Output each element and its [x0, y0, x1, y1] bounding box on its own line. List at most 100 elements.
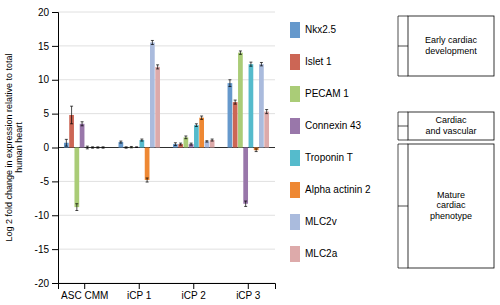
- error-bar-line: [175, 143, 176, 146]
- legend-label: Nkx2.5: [305, 24, 337, 35]
- series: [86, 62, 253, 149]
- error-bar-cap: [184, 138, 187, 139]
- error-bar-line: [157, 65, 158, 69]
- error-bar-line: [92, 147, 93, 148]
- legend-label: MLC2v: [305, 216, 337, 227]
- y-tick-label: -10: [35, 210, 50, 221]
- annotation: Early cardiacdevelopment: [398, 16, 494, 76]
- error-bar-cap: [265, 113, 268, 114]
- error-bar-cap: [228, 79, 231, 80]
- bar: [199, 118, 204, 148]
- bar: [194, 125, 199, 147]
- grid-line: [58, 249, 275, 250]
- bar: [238, 53, 243, 148]
- error-bar: [91, 147, 94, 148]
- y-axis-title-line: human heart: [14, 122, 24, 173]
- error-bar-cap: [140, 141, 143, 142]
- legend-label: Troponin T: [305, 152, 353, 163]
- annotation-text: Cardiacand vascular: [425, 115, 476, 136]
- bar: [129, 147, 134, 148]
- y-tick-mark: [52, 148, 58, 149]
- error-bar-cap: [260, 65, 263, 66]
- bar: [124, 147, 129, 148]
- y-tick-label: 10: [38, 74, 50, 85]
- error-bar-line: [256, 149, 257, 152]
- annotation-text: Maturecardiacphenotype: [430, 190, 472, 221]
- error-bar-cap: [86, 148, 89, 149]
- bracket: [398, 112, 408, 113]
- bar: [134, 147, 139, 148]
- bar: [184, 137, 189, 147]
- error-bar-line: [196, 124, 197, 127]
- error-bar: [119, 141, 122, 143]
- annotation-text-line: Early cardiac: [425, 35, 478, 45]
- error-bar-line: [136, 146, 137, 148]
- error-bar: [156, 65, 159, 69]
- error-bar: [234, 100, 237, 104]
- bracket: [398, 16, 408, 17]
- error-bar-cap: [179, 143, 182, 144]
- grid-line: [58, 181, 275, 182]
- y-tick-label: -5: [40, 176, 49, 187]
- y-axis-title-line: Log 2 fold change in expression relative…: [4, 53, 14, 241]
- error-bar: [102, 147, 105, 148]
- annotation-text-line: Mature: [437, 190, 465, 200]
- error-bar-cap: [135, 146, 138, 147]
- bar: [85, 147, 90, 148]
- error-bar-cap: [174, 142, 177, 143]
- error-bar-cap: [130, 147, 133, 148]
- x-tick-label: iCP 1: [127, 290, 152, 301]
- y-tick-label: 20: [38, 7, 50, 18]
- y-tick: -20: [35, 278, 58, 289]
- error-bar-line: [240, 51, 241, 54]
- x-tick-mark: [248, 283, 249, 289]
- bar: [243, 148, 248, 204]
- error-bar-cap: [255, 148, 258, 149]
- bracket: [398, 206, 408, 207]
- error-bar-cap: [249, 66, 252, 67]
- bar: [145, 148, 150, 181]
- error-bar-line: [66, 139, 67, 146]
- error-bar-cap: [260, 62, 263, 63]
- error-bar: [86, 146, 89, 149]
- legend-swatch: [290, 118, 300, 134]
- error-bar-cap: [146, 177, 149, 178]
- error-bar-cap: [86, 146, 89, 147]
- plot-area: [58, 40, 275, 210]
- grid-line: [58, 12, 275, 13]
- error-bar-cap: [81, 125, 84, 126]
- error-bar: [265, 110, 268, 114]
- error-bar-cap: [249, 62, 252, 63]
- legend-label: Alpha actinin 2: [305, 184, 371, 195]
- y-tick: -5: [40, 176, 58, 187]
- error-bar-line: [141, 139, 142, 141]
- error-bar-line: [212, 139, 213, 141]
- legend-label: Connexin 43: [305, 120, 362, 131]
- error-bar: [195, 124, 198, 127]
- error-bar-cap: [65, 146, 68, 147]
- x-tick-label: iCP 2: [182, 290, 207, 301]
- y-tick-label: 15: [38, 41, 50, 52]
- y-tick-mark: [52, 283, 58, 284]
- error-bar-cap: [156, 68, 159, 69]
- bar: [90, 147, 95, 148]
- bar: [233, 102, 238, 147]
- legend-label: PECAM 1: [305, 88, 349, 99]
- error-bar-cap: [205, 142, 208, 143]
- error-bar-line: [152, 40, 153, 44]
- legend-label: Islet 1: [305, 56, 332, 67]
- error-bar-line: [261, 62, 262, 65]
- error-bar-cap: [211, 141, 214, 142]
- error-bar-cap: [234, 100, 237, 101]
- error-bar-line: [250, 62, 251, 66]
- error-bar-cap: [70, 106, 73, 107]
- error-bar: [211, 139, 214, 141]
- error-bar-cap: [75, 203, 78, 204]
- error-bar-cap: [119, 143, 122, 144]
- error-bar-cap: [102, 148, 105, 149]
- bracket: [398, 126, 408, 127]
- error-bar: [151, 40, 154, 44]
- error-bar-line: [126, 147, 127, 148]
- error-bar-cap: [156, 64, 159, 65]
- series: [74, 51, 242, 211]
